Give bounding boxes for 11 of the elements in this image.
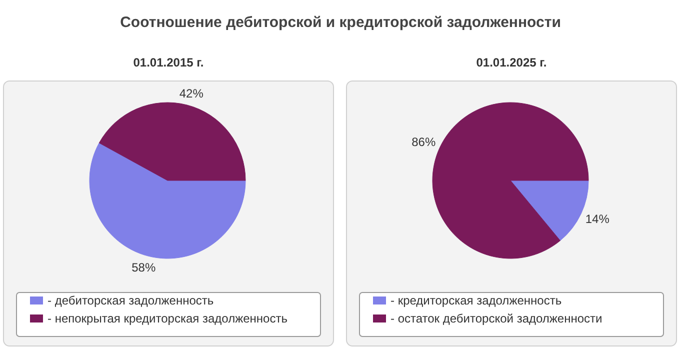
legend-label: - непокрытая кредиторская задолженность xyxy=(48,312,288,326)
legend-label: - остаток дебиторской задолженности xyxy=(390,312,602,326)
legend-label: - кредиторская задолженность xyxy=(390,294,562,308)
chart-subtitle: 01.01.2015 г. xyxy=(133,56,204,70)
chart-subtitle: 01.01.2025 г. xyxy=(476,56,547,70)
data-label: 42% xyxy=(179,86,204,100)
legend-label: - дебиторская задолженность xyxy=(48,294,214,308)
data-label: 58% xyxy=(132,260,156,275)
data-label: 86% xyxy=(412,135,436,150)
chart-title: Соотношение дебиторской и кредиторской задолженности xyxy=(120,14,561,31)
data-label: 14% xyxy=(585,212,610,226)
